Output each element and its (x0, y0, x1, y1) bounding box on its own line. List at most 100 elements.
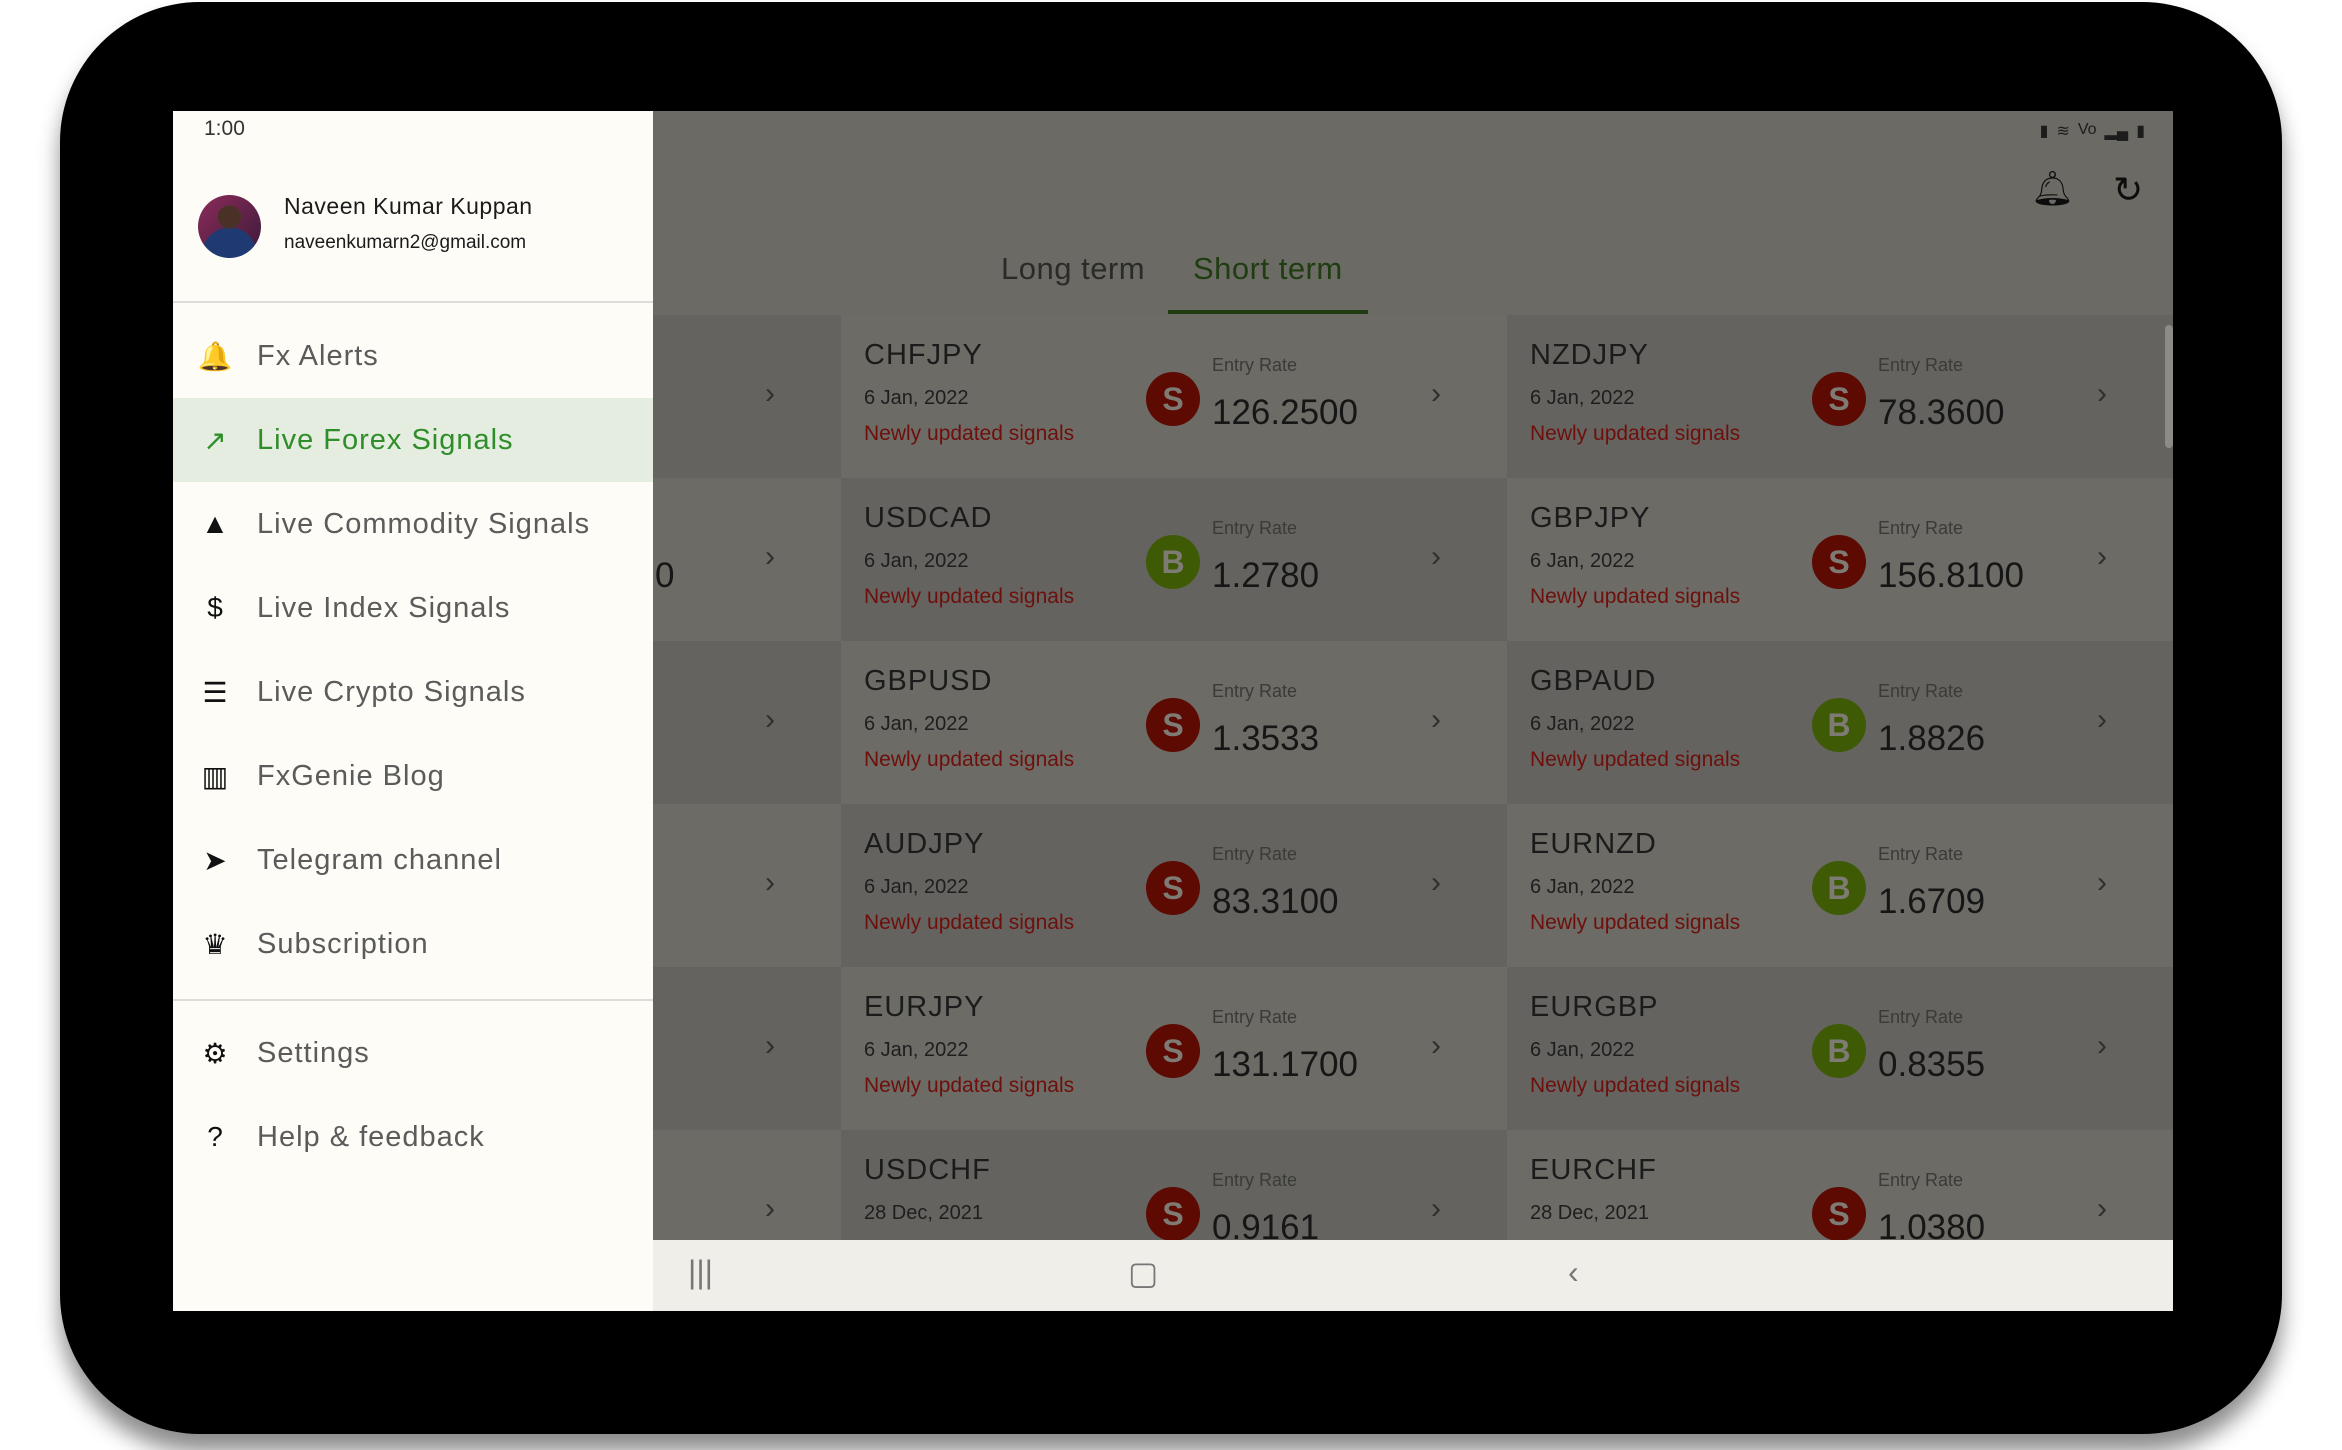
signal-card[interactable]: EURNZD 6 Jan, 2022 Newly updated signals B E… (1507, 804, 2173, 967)
sidebar-item-live-forex-signals[interactable]: ↗ Live Forex Signals (173, 398, 653, 482)
wifi-icon: ≋ (2056, 123, 2070, 140)
entry-rate-value: 0.8355 (1878, 1045, 1986, 1084)
sidebar-item-help-feedback[interactable]: ? Help & feedback (173, 1095, 653, 1179)
user-email: naveenkumarn2@gmail.com (284, 232, 527, 253)
avatar[interactable] (198, 195, 261, 258)
entry-rate-label: Entry Rate (1878, 1170, 1964, 1190)
sidebar-item-label: Live Forex Signals (257, 423, 514, 456)
signal-date: 6 Jan, 2022 (864, 1039, 969, 1061)
buy-badge: B (1812, 698, 1866, 752)
currency-pair: USDCHF (864, 1154, 991, 1186)
refresh-icon[interactable]: ↻ (2113, 169, 2144, 210)
currency-pair: EURNZD (1530, 828, 1657, 860)
currency-coins-icon: $ (207, 592, 223, 623)
sidebar-item-telegram-channel[interactable]: ➤ Telegram channel (173, 818, 653, 902)
divider (173, 301, 653, 303)
entry-rate-label: Entry Rate (1212, 1170, 1298, 1190)
entry-rate-label: Entry Rate (1878, 681, 1964, 701)
currency-pair: NZDJPY (1530, 339, 1649, 371)
signal-card[interactable]: CHFJPY 6 Jan, 2022 Newly updated signals S E… (841, 315, 1507, 478)
sidebar-item-label: Live Index Signals (257, 591, 511, 624)
signal-note: Newly updated signals (864, 585, 1075, 608)
crown-icon: ♛ (202, 928, 228, 960)
sidebar-item-settings[interactable]: ⚙ Settings (173, 1011, 653, 1095)
entry-rate-label: Entry Rate (1878, 1007, 1964, 1027)
battery-charging-icon: ▮ (2136, 123, 2145, 140)
signal-date: 6 Jan, 2022 (1530, 876, 1635, 898)
active-tab-indicator (1168, 310, 1368, 314)
sim-icon: ▮ (2039, 123, 2049, 140)
chevron-right-icon: › (2097, 866, 2107, 899)
buy-badge: B (1812, 861, 1866, 915)
sell-badge: S (1812, 1187, 1866, 1241)
sidebar-item-label: Fx Alerts (257, 339, 379, 372)
user-name: Naveen Kumar Kuppan (284, 193, 533, 219)
signal-note: Newly updated signals (864, 1074, 1075, 1097)
signal-date: 6 Jan, 2022 (864, 876, 969, 898)
signal-card[interactable]: AUDJPY 6 Jan, 2022 Newly updated signals S E… (841, 804, 1507, 967)
signal-note: Newly updated signals (864, 422, 1075, 445)
chevron-right-icon: › (2097, 1029, 2107, 1062)
chevron-right-icon: › (2097, 1192, 2107, 1225)
status-time: 1:00 (204, 117, 245, 140)
signal-note: Newly updated signals (864, 748, 1075, 771)
home-icon[interactable]: ▢ (1128, 1255, 1159, 1291)
sell-badge: S (1146, 1024, 1200, 1078)
signal-date: 6 Jan, 2022 (864, 550, 969, 572)
navigation-drawer: 1:00 Naveen Kumar Kuppan naveenkumarn2@g… (173, 111, 653, 1311)
sidebar-item-live-crypto-signals[interactable]: ☰ Live Crypto Signals (173, 650, 653, 734)
buy-badge: B (1812, 1024, 1866, 1078)
signal-card[interactable]: NZDJPY 6 Jan, 2022 Newly updated signals S E… (1507, 315, 2173, 478)
back-icon[interactable]: ‹ (1568, 1254, 1579, 1290)
recents-icon[interactable]: ||| (688, 1254, 713, 1290)
currency-pair: GBPAUD (1530, 665, 1657, 697)
entry-rate-label: Entry Rate (1212, 844, 1298, 864)
sidebar-item-subscription[interactable]: ♛ Subscription (173, 902, 653, 986)
entry-rate-label: Entry Rate (1878, 518, 1964, 538)
sidebar-item-fx-alerts[interactable]: 🔔 Fx Alerts (173, 314, 653, 398)
signal-date: 28 Dec, 2021 (864, 1202, 983, 1224)
chevron-right-icon: › (765, 540, 775, 573)
scrollbar[interactable] (2165, 325, 2173, 448)
signal-date: 6 Jan, 2022 (1530, 1039, 1635, 1061)
chevron-right-icon: › (1431, 866, 1441, 899)
signal-card[interactable]: USDCAD 6 Jan, 2022 Newly updated signals B E… (841, 478, 1507, 641)
signal-card[interactable]: GBPUSD 6 Jan, 2022 Newly updated signals S E… (841, 641, 1507, 804)
buy-badge: B (1146, 535, 1200, 589)
signal-card[interactable]: EURJPY 6 Jan, 2022 Newly updated signals S E… (841, 967, 1507, 1130)
entry-rate-value: 83.3100 (1212, 882, 1339, 921)
currency-pair: AUDJPY (864, 828, 985, 860)
sidebar-item-live-index-signals[interactable]: $ Live Index Signals (173, 566, 653, 650)
bell-icon[interactable]: 🔔︎ (2031, 170, 2075, 208)
trending-up-icon: ↗ (203, 424, 227, 456)
signal-card[interactable]: GBPJPY 6 Jan, 2022 Newly updated signals S E… (1507, 478, 2173, 641)
signal-note: Newly updated signals (1530, 422, 1741, 445)
signal-date: 6 Jan, 2022 (864, 713, 969, 735)
sidebar-item-label: FxGenie Blog (257, 759, 445, 792)
sidebar-item-live-commodity-signals[interactable]: ▲ Live Commodity Signals (173, 482, 653, 566)
send-icon: ➤ (203, 844, 227, 876)
tab-long-term[interactable]: Long term (1001, 251, 1146, 286)
signal-date: 6 Jan, 2022 (1530, 713, 1635, 735)
sidebar-item-label: Subscription (257, 927, 429, 960)
entry-rate-label: Entry Rate (1878, 844, 1964, 864)
currency-pair: EURCHF (1530, 1154, 1657, 1186)
divider (173, 999, 653, 1001)
sell-badge: S (1812, 372, 1866, 426)
chevron-right-icon: › (1431, 540, 1441, 573)
chevron-right-icon: › (765, 377, 775, 410)
signal-card[interactable]: EURGBP 6 Jan, 2022 Newly updated signals B E… (1507, 967, 2173, 1130)
entry-rate-value: 126.2500 (1212, 393, 1358, 432)
signal-card[interactable]: GBPAUD 6 Jan, 2022 Newly updated signals B E… (1507, 641, 2173, 804)
chevron-right-icon: › (765, 866, 775, 899)
entry-rate-label: Entry Rate (1212, 355, 1298, 375)
chevron-right-icon: › (1431, 1029, 1441, 1062)
screen: ▮ ≋ Vo ▂▄ ▮ 🔔︎ ↻ Long term Short term › C… (173, 111, 2173, 1311)
signal-date: 6 Jan, 2022 (1530, 550, 1635, 572)
entry-rate-value: 1.8826 (1878, 719, 1986, 758)
currency-pair: EURGBP (1530, 991, 1659, 1023)
coin-stack-icon: ☰ (202, 676, 228, 708)
sidebar-item-fxgenie-blog[interactable]: ▥ FxGenie Blog (173, 734, 653, 818)
tab-short-term[interactable]: Short term (1193, 251, 1343, 286)
gear-icon: ⚙ (202, 1037, 228, 1069)
